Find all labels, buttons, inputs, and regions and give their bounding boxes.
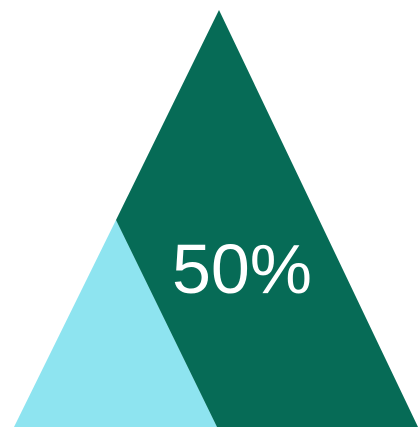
triangle-remainder-segment: [14, 220, 217, 427]
triangle-filled-segment: [116, 10, 418, 427]
percentage-label: 50%: [172, 230, 312, 308]
